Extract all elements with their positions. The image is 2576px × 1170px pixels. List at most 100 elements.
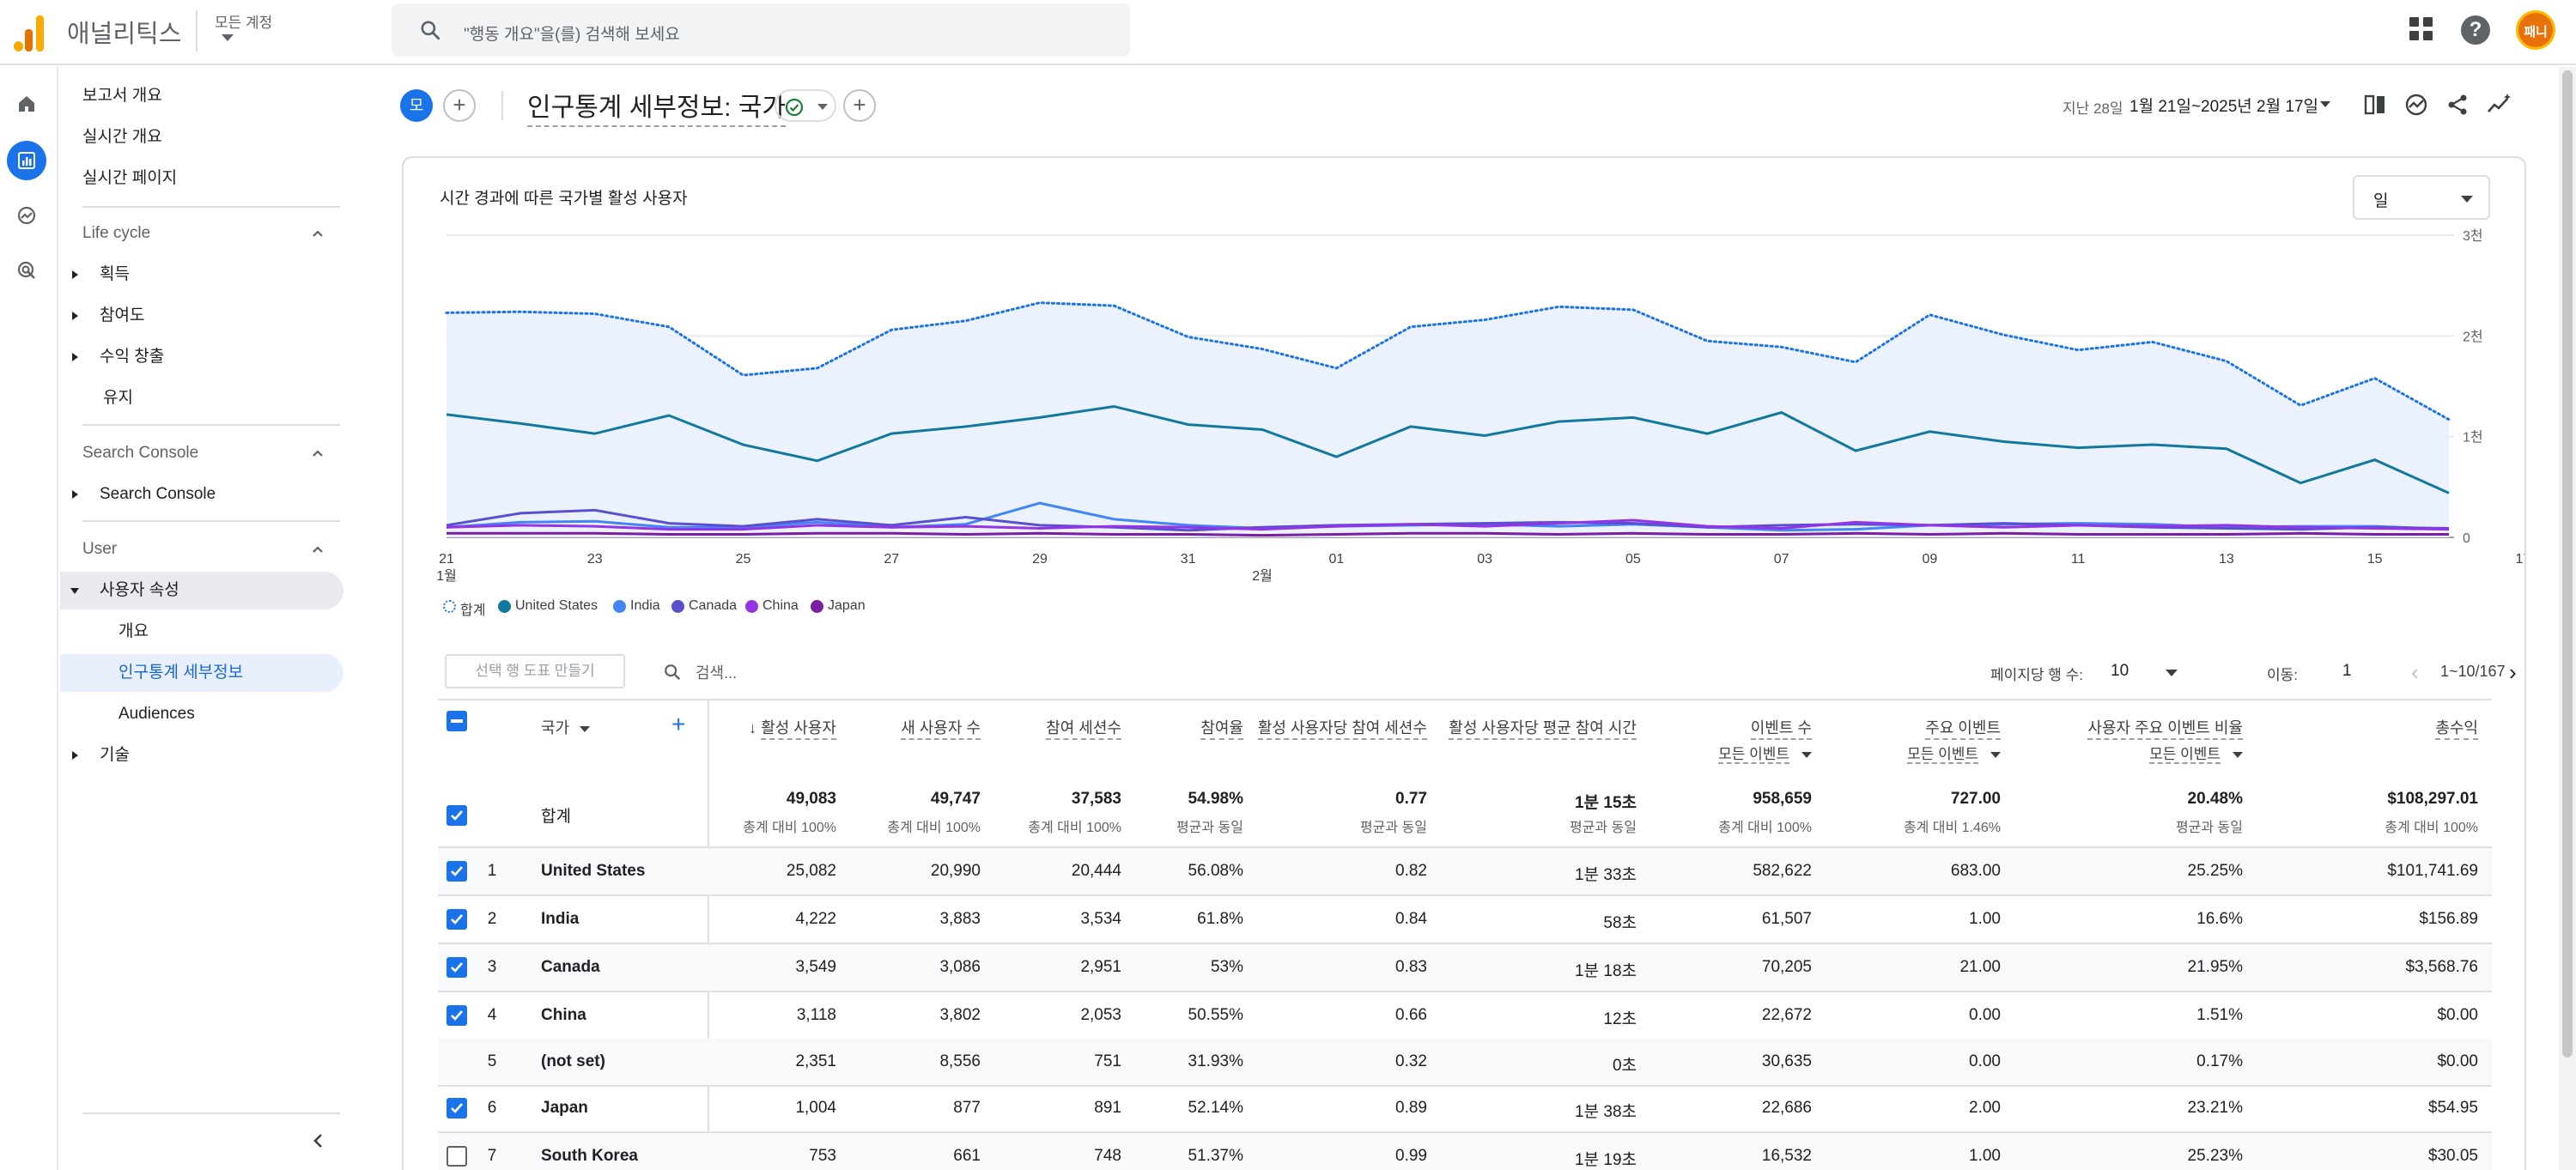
previous-page-icon[interactable]: ‹ <box>2411 659 2419 685</box>
sidebar-item-retention[interactable]: 유지 <box>60 379 343 417</box>
row-checkbox[interactable] <box>447 1098 467 1118</box>
column-header[interactable]: 참여 세션수 <box>1046 716 1121 740</box>
sidebar-item-tech[interactable]: 기술 <box>60 737 343 774</box>
table-cell: 1.00 <box>1969 1147 2001 1165</box>
account-selector-caret-icon[interactable] <box>222 34 234 41</box>
table-row[interactable]: 5 (not set) 2,351 8,556 751 31.93% 0.32 0초 30,63… <box>438 1039 2492 1085</box>
row-checkbox[interactable] <box>447 1146 467 1167</box>
table-row[interactable]: 2 India 4,222 3,883 3,534 61.8% 0.84 58초 61,507 1… <box>438 896 2492 943</box>
sidebar-item-overview[interactable]: 개요 <box>60 613 343 651</box>
account-selector-label[interactable]: 모든 계정 <box>215 15 273 31</box>
totals-comparison: 평균과 동일 <box>1569 821 1637 835</box>
table-row[interactable]: 7 South Korea 753 661 748 51.37% 0.99 1분 19초 16,… <box>438 1133 2492 1170</box>
table-search-input[interactable]: 검색... <box>696 664 738 682</box>
app-title[interactable]: 애널리틱스 <box>67 21 182 48</box>
column-metric-filter[interactable]: 모든 이벤트 <box>2149 742 2243 764</box>
column-header[interactable]: 총수익 <box>2435 716 2478 740</box>
column-metric-filter[interactable]: 모든 이벤트 <box>1718 742 1812 764</box>
sidebar-item-user-attributes[interactable]: 사용자 속성 <box>60 572 343 609</box>
trend-sparkle-icon[interactable] <box>2483 89 2514 120</box>
help-icon[interactable]: ? <box>2461 15 2490 45</box>
row-checkbox[interactable] <box>447 957 467 978</box>
y-tick-label: 0 <box>2463 531 2470 546</box>
totals-checkbox[interactable] <box>447 805 467 826</box>
table-cell: 22,686 <box>1761 1099 1812 1117</box>
column-header[interactable]: ↓ 활성 사용자 <box>749 716 836 740</box>
totals-value: 49,083 <box>786 790 836 808</box>
table-row[interactable]: 3 Canada 3,549 3,086 2,951 53% 0.83 1분 18초 70,20… <box>438 944 2492 991</box>
sidebar-section-user[interactable]: User <box>60 530 343 568</box>
share-icon[interactable] <box>2442 89 2473 120</box>
avatar[interactable]: 패니 <box>2516 10 2555 50</box>
plot-selected-rows-button[interactable]: 선택 행 도표 만들기 <box>445 654 625 688</box>
row-checkbox[interactable] <box>447 861 467 882</box>
sidebar-section-search-console[interactable]: Search Console <box>60 434 343 472</box>
table-cell: $0.00 <box>2437 1006 2478 1024</box>
column-header[interactable]: 활성 사용자당 평균 참여 시간 <box>1449 716 1637 740</box>
sidebar-item-search-console[interactable]: Search Console <box>60 476 343 513</box>
divider <box>438 846 2492 848</box>
table-cell: 0.00 <box>1969 1052 2001 1070</box>
next-page-icon[interactable]: › <box>2509 659 2517 685</box>
table-row[interactable]: 6 Japan 1,004 877 891 52.14% 0.89 1분 38초 22,686 2… <box>438 1085 2492 1131</box>
y-tick-label: 3천 <box>2463 228 2483 244</box>
period-select[interactable]: 일 <box>2353 175 2490 220</box>
add-dimension-button[interactable]: + <box>671 711 686 737</box>
sidebar-item-reports-overview[interactable]: 보고서 개요 <box>60 77 343 115</box>
table-cell: 1.00 <box>1969 910 2001 928</box>
column-header[interactable]: 주요 이벤트 <box>1925 716 2001 740</box>
rail-advertising-button[interactable] <box>7 251 46 290</box>
table-cell: 1분 19초 <box>1575 1151 1637 1169</box>
chevron-down-icon[interactable] <box>2320 101 2330 107</box>
rail-home-button[interactable] <box>7 84 46 124</box>
column-metric-filter[interactable]: 모든 이벤트 <box>1907 742 2001 764</box>
report-status-chip[interactable] <box>775 89 836 122</box>
rail-reports-button[interactable] <box>7 141 46 180</box>
analytics-logo-icon[interactable] <box>14 12 45 52</box>
column-header[interactable]: 참여율 <box>1200 716 1243 740</box>
sidebar-item-acquisition[interactable]: 획득 <box>60 256 343 294</box>
comparison-chip[interactable]: 모 <box>400 89 433 122</box>
table-row[interactable]: 1 United States 25,082 20,990 20,444 56.08% 0.… <box>438 848 2492 894</box>
sidebar-item-monetization[interactable]: 수익 창출 <box>60 338 343 376</box>
column-header[interactable]: 활성 사용자당 참여 세션수 <box>1257 716 1427 740</box>
column-header[interactable]: 새 사용자 수 <box>901 716 981 740</box>
chevron-down-icon[interactable] <box>2166 670 2178 676</box>
add-comparison-button[interactable]: + <box>443 89 476 122</box>
divider <box>82 206 340 208</box>
row-checkbox[interactable] <box>447 909 467 930</box>
column-header-label: 활성 사용자 <box>761 719 836 740</box>
column-header[interactable]: 사용자 주요 이벤트 비율 <box>2087 716 2243 740</box>
date-range-picker[interactable]: 1월 21일~2025년 2월 17일 <box>2129 98 2319 116</box>
sidebar-item-engagement[interactable]: 참여도 <box>60 297 343 335</box>
insights-icon[interactable] <box>2401 89 2432 120</box>
table-cell: 891 <box>1094 1099 1121 1117</box>
page-scrollbar[interactable] <box>2559 67 2576 1170</box>
row-checkbox[interactable] <box>447 1005 467 1026</box>
divider <box>438 699 2492 700</box>
select-all-checkbox[interactable] <box>447 711 467 731</box>
add-filter-button[interactable]: + <box>843 89 876 122</box>
rows-per-page-select[interactable]: 10 <box>2111 662 2129 680</box>
rail-explore-button[interactable] <box>7 196 46 235</box>
table-row[interactable]: 4 China 3,118 3,802 2,053 50.55% 0.66 12초 22,672… <box>438 992 2492 1039</box>
line-chart[interactable]: 0 1천 2천 3천 21 23 25 27 29 31 01 03 05 07 09 11 13 15 17 1월… <box>404 227 2524 587</box>
collapse-sidebar-icon[interactable] <box>306 1128 331 1154</box>
table-cell: 748 <box>1094 1147 1121 1165</box>
sidebar-item-realtime-pages[interactable]: 실시간 페이지 <box>60 160 343 197</box>
table-cell: 0초 <box>1612 1057 1637 1075</box>
chevron-up-icon <box>313 230 323 237</box>
global-search-input[interactable]: "행동 개요"을(를) 검색해 보세요 <box>392 3 1130 57</box>
sidebar-item-realtime-overview[interactable]: 실시간 개요 <box>60 118 343 156</box>
scrollbar-thumb[interactable] <box>2562 70 2573 1058</box>
dimension-header[interactable]: 국가 <box>541 716 591 738</box>
apps-grid-icon[interactable] <box>2409 17 2435 43</box>
totals-value: 20.48% <box>2187 790 2243 808</box>
column-header[interactable]: 이벤트 수 <box>1750 716 1812 740</box>
sidebar-item-audiences[interactable]: Audiences <box>60 695 343 733</box>
sidebar-item-demographic-details[interactable]: 인구통계 세부정보 <box>60 654 343 692</box>
goto-page-input[interactable]: 1 <box>2342 662 2352 680</box>
x-month-label: 2월 <box>1252 568 1273 584</box>
compare-columns-icon[interactable] <box>2360 89 2391 120</box>
sidebar-section-lifecycle[interactable]: Life cycle <box>60 215 343 252</box>
